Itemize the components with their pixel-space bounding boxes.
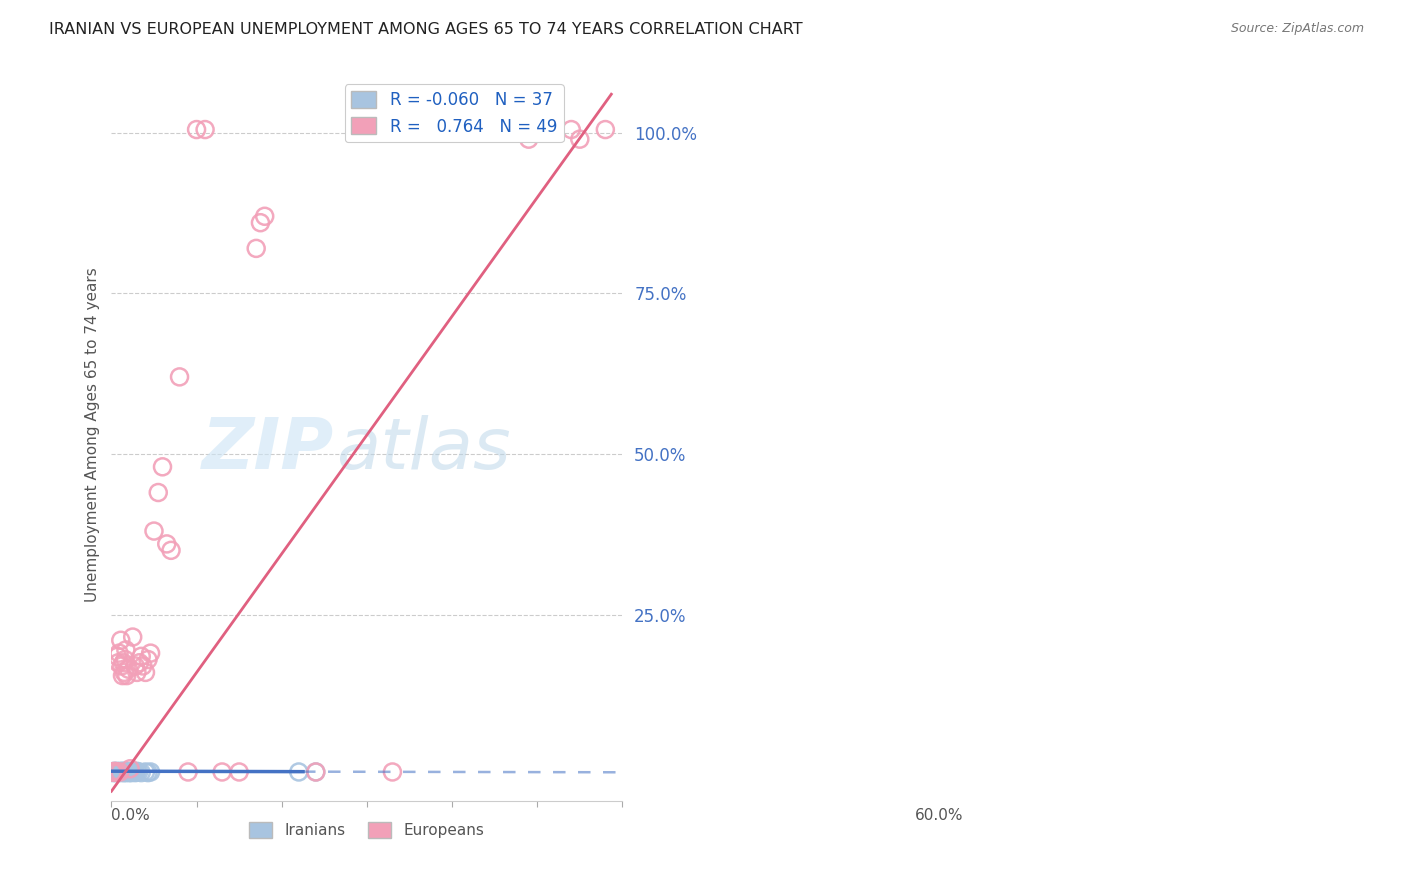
Point: [114, 652, 136, 666]
Point: [110, 764, 132, 779]
Point: [228, 764, 250, 779]
Point: [101, 765, 124, 780]
Point: [105, 764, 128, 779]
Point: [595, 122, 617, 136]
Point: [103, 764, 125, 779]
Point: [211, 764, 233, 779]
Point: [249, 216, 271, 230]
Text: Source: ZipAtlas.com: Source: ZipAtlas.com: [1230, 22, 1364, 36]
Point: [104, 764, 127, 779]
Point: [105, 649, 128, 664]
Point: [101, 764, 124, 779]
Point: [134, 764, 156, 779]
Point: [108, 764, 131, 779]
Point: [112, 764, 135, 779]
Point: [103, 764, 125, 779]
Point: [103, 764, 125, 779]
Point: [177, 764, 200, 779]
Point: [104, 765, 127, 780]
Point: [111, 659, 134, 673]
Point: [105, 764, 128, 779]
Point: [101, 764, 124, 779]
Point: [132, 659, 155, 673]
Point: [245, 241, 267, 255]
Point: [305, 764, 328, 779]
Y-axis label: Unemployment Among Ages 65 to 74 years: Unemployment Among Ages 65 to 74 years: [86, 268, 100, 602]
Point: [148, 485, 170, 500]
Point: [128, 656, 150, 670]
Point: [139, 646, 162, 660]
Point: [125, 764, 148, 779]
Point: [112, 656, 135, 670]
Point: [111, 765, 134, 780]
Point: [152, 459, 174, 474]
Point: [305, 764, 328, 779]
Point: [108, 646, 131, 660]
Point: [115, 765, 138, 780]
Text: 60.0%: 60.0%: [914, 808, 963, 823]
Point: [381, 764, 404, 779]
Point: [111, 668, 134, 682]
Point: [568, 132, 591, 146]
Point: [108, 764, 131, 779]
Point: [129, 649, 152, 664]
Point: [128, 764, 150, 779]
Point: [136, 765, 159, 780]
Point: [112, 765, 135, 780]
Text: IRANIAN VS EUROPEAN UNEMPLOYMENT AMONG AGES 65 TO 74 YEARS CORRELATION CHART: IRANIAN VS EUROPEAN UNEMPLOYMENT AMONG A…: [49, 22, 803, 37]
Point: [117, 662, 139, 676]
Point: [112, 665, 135, 680]
Point: [112, 764, 135, 779]
Point: [115, 764, 138, 779]
Point: [107, 765, 129, 780]
Text: 0.0%: 0.0%: [111, 808, 150, 823]
Point: [108, 764, 131, 779]
Legend: Iranians, Europeans: Iranians, Europeans: [243, 816, 491, 845]
Point: [121, 764, 143, 779]
Point: [124, 764, 146, 779]
Point: [560, 122, 582, 136]
Point: [120, 765, 142, 780]
Point: [186, 122, 208, 136]
Point: [120, 764, 142, 779]
Point: [287, 764, 309, 779]
Point: [143, 524, 166, 538]
Point: [117, 764, 139, 779]
Point: [169, 370, 191, 384]
Point: [134, 665, 156, 680]
Point: [105, 764, 128, 779]
Point: [124, 659, 146, 673]
Point: [118, 765, 141, 780]
Point: [160, 543, 183, 558]
Point: [125, 665, 148, 680]
Point: [139, 764, 162, 779]
Point: [101, 764, 124, 779]
Point: [136, 652, 159, 666]
Point: [110, 633, 132, 648]
Point: [194, 122, 217, 136]
Point: [120, 762, 142, 776]
Point: [104, 764, 127, 779]
Point: [517, 132, 540, 146]
Point: [121, 764, 143, 779]
Point: [104, 764, 127, 779]
Point: [111, 764, 134, 779]
Point: [117, 764, 139, 779]
Point: [114, 764, 136, 779]
Point: [107, 656, 129, 670]
Point: [253, 209, 276, 223]
Point: [121, 630, 143, 644]
Point: [115, 668, 138, 682]
Point: [124, 765, 146, 780]
Text: atlas: atlas: [336, 415, 510, 483]
Point: [156, 537, 179, 551]
Point: [115, 643, 138, 657]
Point: [129, 765, 152, 780]
Text: ZIP: ZIP: [201, 415, 333, 483]
